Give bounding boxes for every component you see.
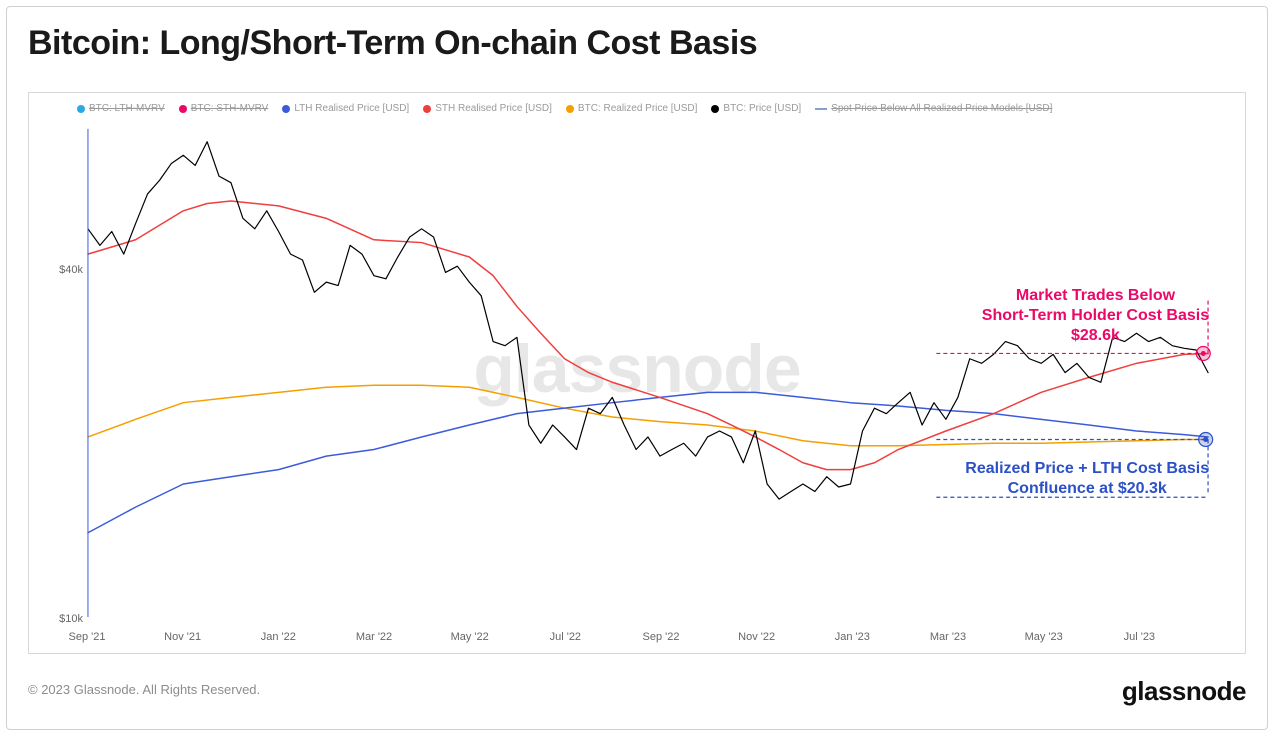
- brand-logo: glassnode: [1122, 676, 1246, 707]
- x-axis-label: Jul '22: [550, 631, 581, 643]
- chart-svg: [29, 93, 1245, 653]
- copyright-text: © 2023 Glassnode. All Rights Reserved.: [28, 682, 260, 697]
- x-axis-label: May '22: [451, 631, 489, 643]
- x-axis-label: Jan '22: [261, 631, 296, 643]
- lth-annot: Realized Price + LTH Cost BasisConfluenc…: [965, 459, 1209, 499]
- x-axis-label: Nov '22: [738, 631, 775, 643]
- x-axis-label: Mar '22: [356, 631, 392, 643]
- x-axis-label: Jul '23: [1124, 631, 1155, 643]
- x-axis-label: Jan '23: [835, 631, 870, 643]
- x-axis-label: May '23: [1025, 631, 1063, 643]
- sth-annot: Market Trades BelowShort-Term Holder Cos…: [982, 286, 1209, 346]
- chart-container: BTC: LTH-MVRVBTC: STH-MVRVLTH Realised P…: [28, 92, 1246, 654]
- chart-title: Bitcoin: Long/Short-Term On-chain Cost B…: [28, 24, 757, 63]
- y-axis-label: $40k: [59, 264, 83, 276]
- x-axis-label: Nov '21: [164, 631, 201, 643]
- x-axis-label: Sep '21: [69, 631, 106, 643]
- y-axis-label: $10k: [59, 613, 83, 625]
- x-axis-label: Sep '22: [643, 631, 680, 643]
- x-axis-label: Mar '23: [930, 631, 966, 643]
